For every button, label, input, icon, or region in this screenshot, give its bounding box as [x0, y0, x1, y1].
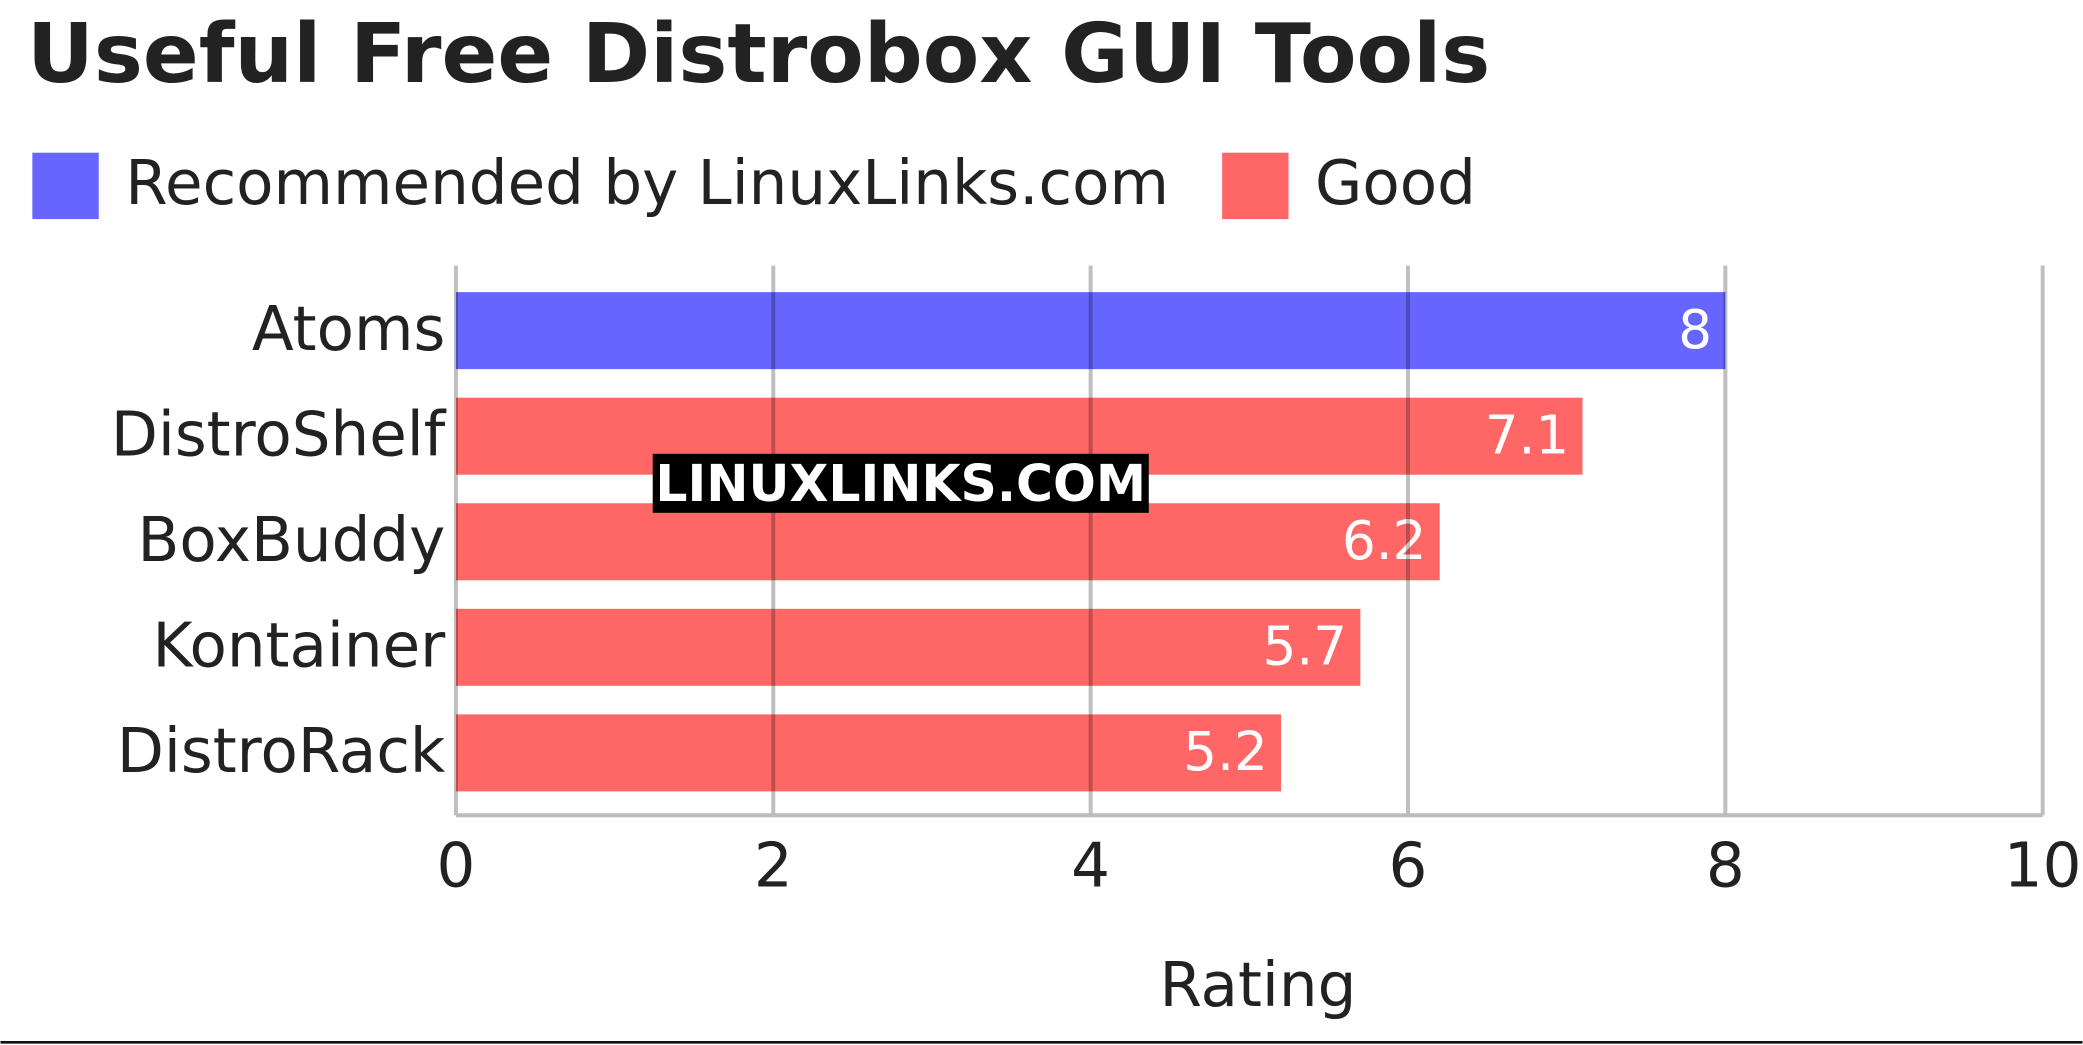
y-tick-label: DistroRack — [117, 716, 446, 787]
x-tick-label: 0 — [436, 830, 475, 901]
x-tick-label: 10 — [2004, 830, 2082, 901]
bar — [455, 608, 1361, 686]
value-label: 8 — [1678, 299, 1712, 361]
value-label: 7.1 — [1485, 404, 1569, 466]
chart-title: Useful Free Distrobox GUI Tools — [27, 7, 1490, 102]
bar — [455, 503, 1440, 581]
y-tick-label: Atoms — [252, 294, 445, 365]
value-label: 5.7 — [1263, 616, 1347, 678]
value-label: 6.2 — [1342, 510, 1426, 572]
watermark: LINUXLINKS.COM — [655, 454, 1146, 513]
bar — [455, 714, 1282, 792]
value-label: 5.2 — [1183, 721, 1267, 783]
legend-label: Recommended by LinuxLinks.com — [125, 148, 1169, 219]
x-tick-label: 6 — [1389, 830, 1428, 901]
legend-label: Good — [1315, 148, 1476, 219]
x-axis-label: Rating — [1159, 950, 1356, 1021]
y-tick-label: Kontainer — [152, 611, 446, 682]
legend-swatch — [32, 152, 99, 220]
watermark-bg — [652, 453, 1149, 513]
x-tick-label: 2 — [754, 830, 793, 901]
legend-swatch — [1222, 152, 1289, 220]
bar — [455, 292, 1726, 370]
y-tick-label: BoxBuddy — [137, 505, 445, 576]
x-tick-label: 4 — [1071, 830, 1110, 901]
x-tick-label: 8 — [1706, 830, 1745, 901]
y-tick-label: DistroShelf — [111, 399, 447, 470]
